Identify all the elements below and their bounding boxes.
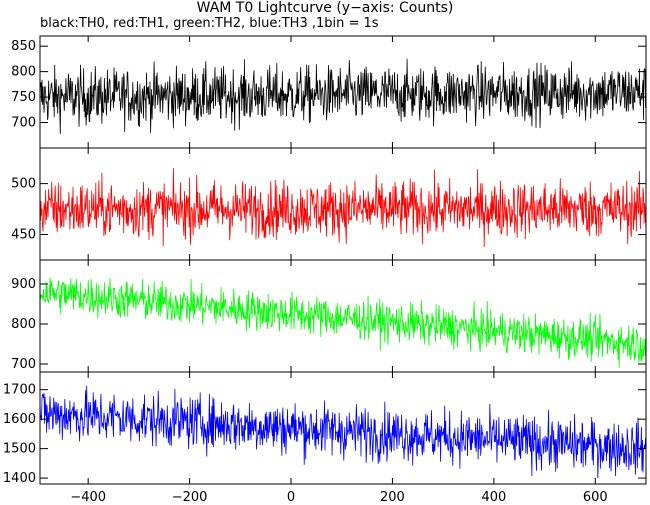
y-tick-label: 1600 bbox=[3, 412, 36, 427]
chart-title: WAM T0 Lightcurve (y−axis: Counts) bbox=[196, 0, 454, 16]
series-line-th0 bbox=[39, 58, 647, 134]
series-line-th1 bbox=[39, 167, 647, 248]
series-line-th3 bbox=[39, 385, 647, 479]
panel-frame-th3 bbox=[39, 371, 647, 485]
y-tick-label: 1700 bbox=[3, 383, 36, 398]
series-line-th2 bbox=[39, 277, 647, 369]
y-tick-label: 800 bbox=[11, 317, 36, 332]
y-tick-label: 700 bbox=[11, 116, 36, 131]
y-tick-label: 750 bbox=[11, 90, 36, 105]
y-tick-label: 800 bbox=[11, 65, 36, 80]
x-tick-label: 200 bbox=[380, 490, 405, 505]
panel-frame-th2 bbox=[39, 259, 647, 373]
x-tick-label: −400 bbox=[70, 490, 106, 505]
y-tick-label: 1500 bbox=[3, 442, 36, 457]
y-tick-label: 450 bbox=[11, 228, 36, 243]
x-tick-label: 400 bbox=[481, 490, 506, 505]
chart-subtitle: black:TH0, red:TH1, green:TH2, blue:TH3 … bbox=[40, 16, 379, 31]
y-tick-label: 900 bbox=[11, 277, 36, 292]
x-tick-label: 600 bbox=[583, 490, 608, 505]
x-tick-label: −200 bbox=[172, 490, 208, 505]
y-tick-label: 850 bbox=[11, 39, 36, 54]
y-tick-label: 1400 bbox=[3, 471, 36, 486]
y-tick-label: 700 bbox=[11, 357, 36, 372]
panel-frame-th0 bbox=[39, 35, 647, 149]
x-tick-label: 0 bbox=[287, 490, 295, 505]
y-tick-label: 500 bbox=[11, 177, 36, 192]
